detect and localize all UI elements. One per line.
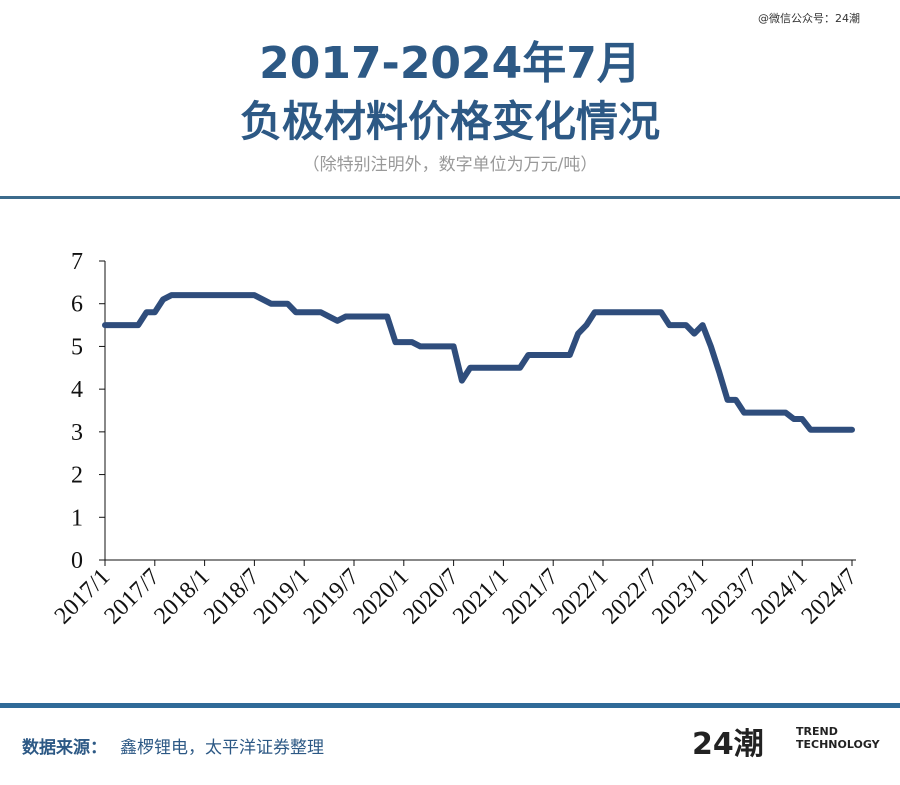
y-tick-label: 7 (71, 249, 83, 275)
y-tick-label: 2 (71, 463, 83, 489)
chart-title: 2017-2024年7月 (259, 38, 641, 89)
x-tick-label: 2020/1 (349, 564, 415, 630)
chart-title: 负极材料价格变化情况 (240, 97, 660, 146)
x-tick-label: 2021/1 (448, 564, 514, 630)
y-tick-label: 3 (71, 420, 83, 446)
y-tick-label: 0 (71, 548, 83, 574)
source: 鑫椤锂电，太平洋证券整理 (120, 738, 324, 758)
x-tick-label: 2022/7 (598, 564, 664, 630)
x-tick-label: 2019/7 (299, 564, 365, 630)
line (102, 292, 855, 433)
watermark: @微信公众号：24潮 (758, 11, 860, 25)
x-tick-label: 2018/1 (149, 564, 215, 630)
y-tick-label: 5 (71, 334, 83, 360)
divider (0, 703, 900, 708)
logo: 24潮 (692, 727, 764, 762)
x-tick-label: 2023/1 (647, 564, 713, 630)
x-tick-label: 2021/7 (498, 564, 564, 630)
divider (0, 196, 900, 199)
y-tick-label: 6 (71, 292, 83, 318)
x-tick-label: 2017/7 (100, 564, 166, 630)
subtitle: （除特别注明外，数字单位为万元/吨） (303, 155, 598, 175)
logo-text: TECHNOLOGY (796, 738, 881, 751)
x-tick-label: 2019/1 (249, 564, 315, 630)
logo-text: TREND (796, 725, 838, 738)
source-label: 数据来源： (22, 737, 107, 758)
y-tick-label: 4 (71, 377, 83, 403)
x-tick-label: 2024/7 (797, 564, 863, 630)
x-tick-label: 2023/7 (697, 564, 763, 630)
x-tick-label: 2024/1 (747, 564, 813, 630)
y-tick-label: 1 (71, 505, 83, 531)
x-tick-label: 2022/1 (548, 564, 614, 630)
x-tick-label: 2018/7 (199, 564, 265, 630)
x-tick-label: 2020/7 (398, 564, 464, 630)
